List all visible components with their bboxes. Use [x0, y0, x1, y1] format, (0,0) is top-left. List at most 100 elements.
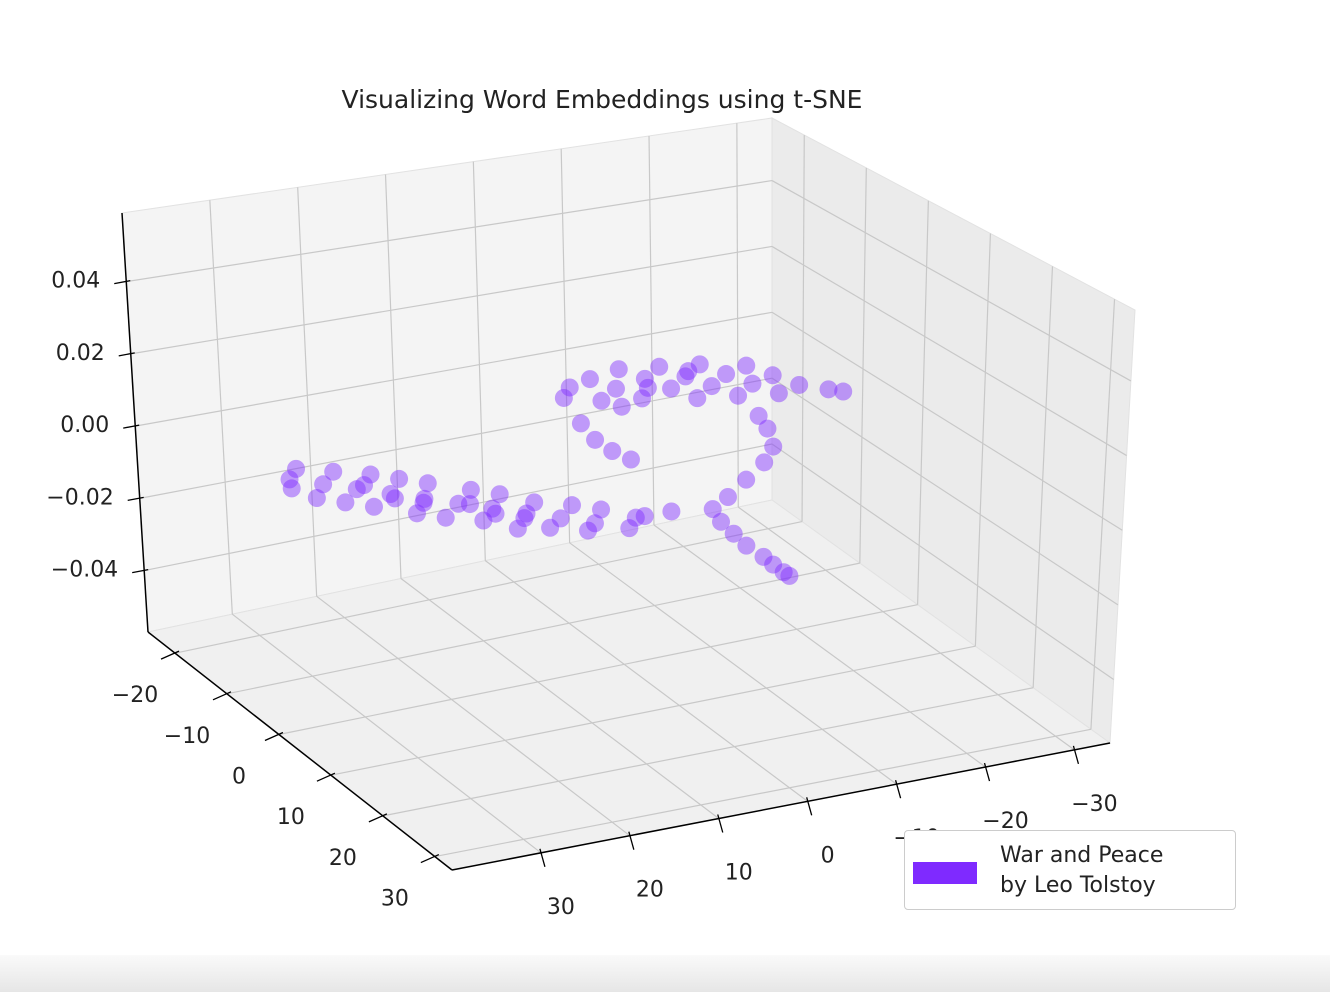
- y-tick-label: −20: [112, 683, 158, 708]
- z-axis-line: [121, 212, 149, 633]
- data-point: [490, 485, 509, 504]
- data-point: [287, 459, 306, 478]
- data-point: [415, 489, 434, 508]
- data-point: [414, 493, 433, 512]
- x-tick: [539, 848, 546, 868]
- data-point: [717, 365, 736, 384]
- x-tick: [717, 814, 724, 833]
- grid-line: [472, 161, 486, 561]
- z-tick: [114, 279, 131, 285]
- data-point: [361, 465, 380, 484]
- data-point: [461, 480, 480, 499]
- data-point: [580, 370, 599, 389]
- y-tick-label: 10: [277, 805, 305, 830]
- grid-line: [126, 179, 773, 283]
- data-point: [586, 430, 605, 449]
- y-tick: [212, 691, 232, 701]
- data-point: [307, 489, 326, 508]
- data-point: [486, 504, 505, 523]
- data-point: [688, 389, 707, 408]
- grid-line: [917, 200, 929, 605]
- z-tick-label: 0.04: [51, 269, 100, 294]
- legend: War and Peace by Leo Tolstoy: [904, 830, 1236, 910]
- grid-line: [135, 311, 773, 427]
- data-point: [551, 509, 570, 528]
- z-tick-label: 0.00: [60, 413, 109, 438]
- data-point: [737, 536, 756, 555]
- data-point: [737, 356, 756, 375]
- data-point: [563, 496, 582, 515]
- data-point: [662, 379, 681, 398]
- data-point: [819, 380, 838, 399]
- x-tick: [1072, 745, 1080, 765]
- data-point: [703, 500, 722, 519]
- data-point: [621, 450, 640, 469]
- data-point: [579, 521, 598, 540]
- grid-line: [384, 174, 402, 579]
- grid-line: [316, 595, 631, 837]
- x-tick: [806, 797, 813, 816]
- grid-line: [484, 560, 809, 802]
- grid-line: [297, 187, 318, 597]
- data-point: [474, 511, 493, 530]
- grid-line: [771, 377, 1119, 606]
- data-point: [560, 378, 579, 397]
- grid-line: [771, 311, 1123, 531]
- grid-line: [400, 578, 720, 819]
- legend-label: War and Peace by Leo Tolstoy: [1000, 843, 1164, 898]
- y-tick-label: 0: [232, 765, 246, 790]
- data-point: [336, 493, 355, 512]
- data-point: [679, 362, 698, 381]
- data-point: [774, 563, 793, 582]
- data-point: [676, 367, 695, 386]
- data-point: [592, 391, 611, 410]
- grid-line: [801, 135, 805, 522]
- window-bottom-bar: [0, 955, 1330, 992]
- data-point: [650, 357, 669, 376]
- grid-line: [653, 524, 986, 768]
- data-point: [790, 375, 809, 394]
- y-tick-label: −10: [164, 724, 210, 749]
- data-point: [280, 470, 299, 489]
- x-tick-label: −20: [982, 809, 1028, 834]
- z-tick: [123, 424, 140, 429]
- data-point: [626, 508, 645, 527]
- x-tick-label: 20: [636, 878, 664, 903]
- data-point: [763, 366, 782, 385]
- data-point: [729, 386, 748, 405]
- data-point: [633, 389, 652, 408]
- grid-line: [382, 687, 1034, 817]
- data-point: [743, 374, 762, 393]
- data-point: [436, 508, 455, 527]
- grid: [126, 123, 1132, 858]
- data-point: [517, 504, 536, 523]
- panes: [121, 117, 1136, 871]
- x-tick: [983, 762, 991, 782]
- grid-line: [736, 123, 739, 508]
- z-tick-label: −0.02: [46, 485, 113, 510]
- data-point: [635, 369, 654, 388]
- grid-line: [226, 562, 860, 695]
- data-point: [541, 518, 560, 537]
- grid-line: [1032, 266, 1054, 688]
- data-point: [620, 519, 639, 538]
- data-point: [460, 495, 479, 514]
- z-tick-label: −0.04: [51, 558, 118, 583]
- y-tick: [420, 853, 440, 864]
- z-tick: [132, 568, 149, 574]
- y-tick: [160, 650, 180, 660]
- data-point: [635, 507, 654, 526]
- data-point: [525, 493, 544, 512]
- data-point: [764, 437, 783, 456]
- x-axis-line: [451, 742, 1111, 871]
- data-point: [390, 469, 409, 488]
- grid-line: [330, 645, 976, 776]
- data-point: [364, 497, 383, 516]
- points: [280, 355, 853, 585]
- grid-line: [648, 135, 655, 525]
- data-point: [592, 500, 611, 519]
- data-point: [418, 474, 437, 493]
- data-point: [758, 419, 777, 438]
- data-point: [737, 470, 756, 489]
